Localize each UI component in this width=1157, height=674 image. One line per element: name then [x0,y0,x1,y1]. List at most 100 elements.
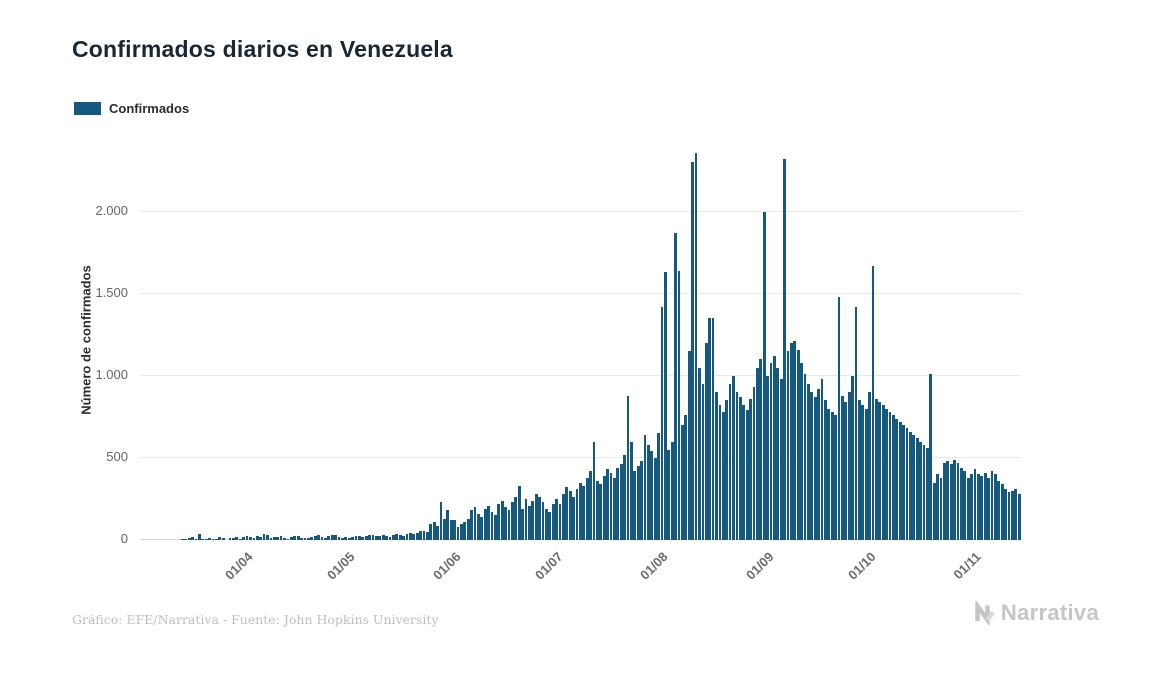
bar[interactable] [521,508,524,540]
bar[interactable] [653,457,657,540]
bar[interactable] [919,441,922,540]
bar[interactable] [306,537,310,540]
bar[interactable] [1007,492,1011,540]
bar[interactable] [483,508,487,540]
bar[interactable] [415,532,419,540]
bar[interactable] [823,400,827,540]
bar[interactable] [609,472,613,540]
bar[interactable] [262,534,266,540]
bar[interactable] [970,474,973,540]
bar[interactable] [276,536,280,540]
bar[interactable] [701,384,705,540]
bar[interactable] [456,526,460,540]
bar[interactable] [908,431,912,540]
bar[interactable] [572,497,576,540]
bar[interactable] [585,477,589,540]
bar[interactable] [266,535,269,540]
bar[interactable] [657,433,661,540]
bar[interactable] [432,521,436,540]
bar[interactable] [674,233,678,540]
bar[interactable] [347,537,351,540]
bar[interactable] [551,503,555,540]
bar[interactable] [796,349,800,540]
bar[interactable] [636,466,640,540]
bar[interactable] [334,535,337,540]
bar[interactable] [725,400,729,540]
bar[interactable] [232,538,235,540]
bar[interactable] [868,392,871,540]
bar[interactable] [259,536,263,540]
bar[interactable] [323,538,327,540]
bar[interactable] [504,507,507,540]
bar[interactable] [500,500,504,540]
bar[interactable] [779,379,783,540]
bar[interactable] [800,362,803,540]
bar[interactable] [881,405,885,540]
bar[interactable] [555,498,559,540]
bar[interactable] [990,471,994,540]
bar[interactable] [932,482,936,540]
bar[interactable] [769,362,773,540]
bar[interactable] [436,525,439,540]
bar[interactable] [755,367,759,540]
legend-item-confirmados[interactable]: Confirmados [74,101,189,116]
bar[interactable] [898,421,902,540]
bar[interactable] [1014,489,1018,540]
bar[interactable] [473,507,477,540]
bar[interactable] [497,503,501,540]
bar[interactable] [926,448,929,540]
bar[interactable] [803,374,807,540]
bar[interactable] [507,510,511,540]
bar[interactable] [191,537,195,540]
bar[interactable] [759,359,763,540]
bar[interactable] [660,306,664,540]
bar[interactable] [439,502,443,540]
bar[interactable] [721,411,725,540]
bar[interactable] [847,392,851,540]
bar[interactable] [459,524,463,540]
bar[interactable] [534,494,538,540]
bar[interactable] [633,471,637,540]
bar[interactable] [806,384,810,540]
bar[interactable] [249,537,252,540]
bar[interactable] [874,398,878,540]
bar[interactable] [1000,484,1004,540]
bar[interactable] [337,536,341,540]
bar[interactable] [327,536,331,540]
bar[interactable] [851,375,854,540]
bar[interactable] [568,490,572,540]
bar[interactable] [374,536,378,540]
bar[interactable] [228,538,232,540]
bar[interactable] [286,538,290,540]
bar[interactable] [793,341,797,540]
bar[interactable] [446,510,450,540]
bar[interactable] [398,535,402,540]
bar[interactable] [187,538,191,540]
bar[interactable] [623,454,627,540]
bar[interactable] [184,538,188,540]
bar[interactable] [592,441,596,540]
bar[interactable] [378,535,382,540]
bar[interactable] [269,538,273,540]
bar[interactable] [650,451,654,540]
bar[interactable] [296,536,300,540]
bar[interactable] [783,159,786,540]
bar[interactable] [361,536,365,540]
bar[interactable] [728,384,732,540]
bar[interactable] [602,475,606,540]
bar[interactable] [596,480,599,540]
bar[interactable] [929,374,933,540]
bar[interactable] [749,398,752,540]
bar[interactable] [599,484,603,540]
bar[interactable] [718,405,722,540]
bar[interactable] [857,400,861,540]
bar[interactable] [732,375,735,540]
bar[interactable] [181,539,184,540]
bar[interactable] [895,418,899,540]
bar[interactable] [670,441,674,540]
bar[interactable] [946,461,950,540]
bar[interactable] [738,397,742,540]
bar[interactable] [354,536,358,540]
bar[interactable] [864,408,868,540]
bar[interactable] [745,410,749,540]
